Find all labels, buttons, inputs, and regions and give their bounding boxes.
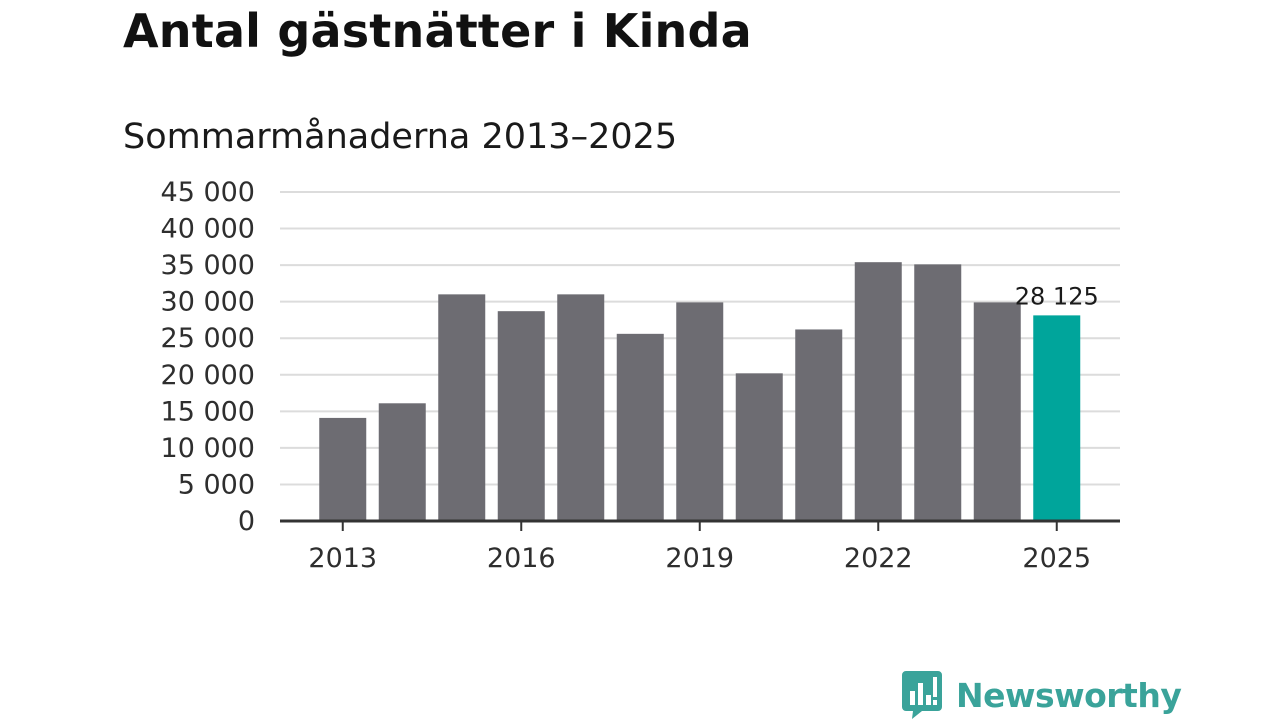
x-tick-label: 2019	[665, 543, 734, 574]
x-axis-ticks: 2013 2016 2019 2022 2025	[308, 521, 1091, 574]
y-tick-label: 30 000	[161, 287, 255, 318]
x-tick-label: 2022	[844, 543, 913, 574]
y-axis-ticks: 0 5 000 10 000 15 000 20 000 25 000 30 000 35 0…	[161, 177, 255, 537]
y-tick-label: 0	[238, 506, 255, 537]
bar-2017	[557, 294, 605, 521]
data-label-2025: 28 125	[1015, 282, 1099, 310]
bar-2014	[378, 403, 426, 521]
bar-2015	[438, 294, 486, 521]
y-tick-label: 10 000	[161, 433, 255, 464]
y-tick-label: 5 000	[178, 469, 255, 500]
y-tick-label: 40 000	[161, 214, 255, 245]
y-tick-label: 35 000	[161, 250, 255, 281]
bar-2023	[914, 264, 962, 521]
newsworthy-logo-icon	[902, 671, 942, 719]
x-tick-label: 2016	[487, 543, 556, 574]
bar-2018	[616, 333, 664, 521]
bars	[319, 262, 1081, 521]
newsworthy-logo: Newsworthy	[902, 670, 1182, 720]
y-tick-label: 20 000	[161, 360, 255, 391]
chart-subtitle: Sommarmånaderna 2013–2025	[123, 117, 678, 157]
bar-2022	[854, 262, 902, 521]
data-labels: 28 125	[1015, 282, 1099, 310]
y-tick-label: 25 000	[161, 323, 255, 354]
bar-2020	[735, 373, 783, 521]
x-tick-label: 2025	[1022, 543, 1091, 574]
bar-2013	[319, 417, 367, 521]
chart-title: Antal gästnätter i Kinda	[123, 4, 752, 58]
bar-2019	[676, 302, 724, 521]
bar-2025	[1033, 315, 1081, 521]
bar-2021	[795, 329, 843, 521]
y-tick-label: 45 000	[161, 177, 255, 208]
bar-2016	[497, 311, 545, 521]
y-tick-label: 15 000	[161, 396, 255, 427]
brand-name: Newsworthy	[956, 675, 1182, 715]
x-tick-label: 2013	[308, 543, 377, 574]
bar-2024	[973, 302, 1021, 521]
